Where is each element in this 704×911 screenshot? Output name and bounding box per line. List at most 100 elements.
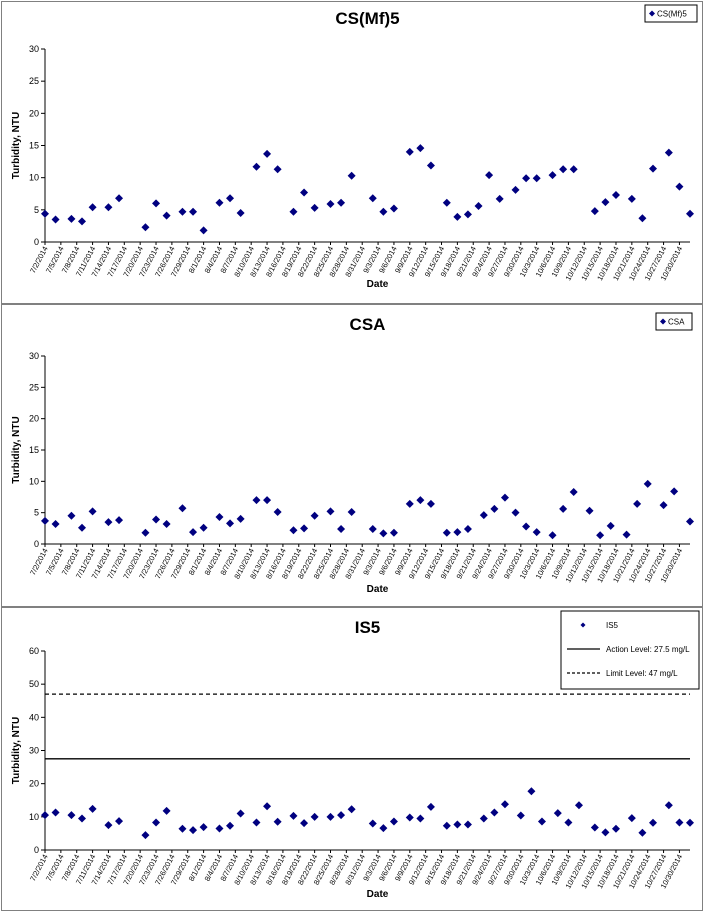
data-point (463, 210, 472, 219)
chart-2: CSA0510152025307/2/20147/5/20147/8/20147… (1, 304, 703, 607)
legend-marker (580, 622, 586, 628)
data-point (104, 821, 113, 830)
data-point (347, 508, 356, 517)
chart-frame (1, 1, 703, 304)
data-point (611, 824, 620, 833)
y-tick-label: 30 (29, 44, 39, 54)
y-tick-label: 15 (29, 141, 39, 151)
data-point (289, 207, 298, 216)
data-point (601, 828, 610, 837)
data-point (426, 161, 435, 170)
data-point (426, 802, 435, 811)
data-point (178, 824, 187, 833)
data-point (252, 818, 261, 827)
data-point (479, 814, 488, 823)
y-axis-label: Turbidity, NTU (11, 717, 22, 784)
y-tick-label: 5 (34, 508, 39, 518)
data-point (226, 519, 235, 528)
data-point (162, 806, 171, 815)
y-tick-label: 25 (29, 382, 39, 392)
data-point (670, 487, 679, 496)
data-point (659, 501, 668, 510)
legend-box (644, 4, 698, 23)
data-point (289, 811, 298, 820)
y-axis-label: Turbidity, NTU (11, 416, 22, 483)
legend-label: CSA (668, 318, 685, 327)
data-point (627, 814, 636, 823)
data-point (532, 174, 541, 183)
data-point (463, 524, 472, 533)
data-point (310, 511, 319, 520)
data-point (189, 826, 198, 835)
chart-title: IS5 (355, 618, 381, 637)
x-axis-label: Date (367, 889, 389, 900)
legend-marker (660, 318, 666, 325)
y-tick-label: 15 (29, 445, 39, 455)
data-point (78, 814, 87, 823)
data-point (590, 823, 599, 832)
data-point (104, 518, 113, 527)
data-point (199, 226, 208, 235)
chart-1: CS(Mf)50510152025307/2/20147/5/20147/8/2… (1, 1, 703, 304)
data-point (326, 507, 335, 516)
chart-frame (1, 304, 703, 607)
data-point (527, 787, 536, 796)
data-point (500, 800, 509, 809)
data-point (273, 817, 282, 826)
legend-box (655, 312, 693, 331)
data-point (633, 499, 642, 508)
data-point (252, 162, 261, 171)
data-point (199, 523, 208, 532)
data-point (189, 207, 198, 216)
data-point (442, 821, 451, 830)
y-tick-label: 10 (29, 476, 39, 486)
data-point (564, 818, 573, 827)
data-point (416, 496, 425, 505)
data-point (215, 198, 224, 207)
y-tick-label: 20 (29, 108, 39, 118)
data-point (442, 198, 451, 207)
data-point (300, 819, 309, 828)
data-point (479, 511, 488, 520)
data-point (590, 207, 599, 216)
data-point (199, 823, 208, 832)
data-point (51, 215, 60, 224)
data-point (601, 198, 610, 207)
data-point (273, 165, 282, 174)
data-point (51, 808, 60, 817)
data-point (236, 809, 245, 818)
data-point (569, 487, 578, 496)
chart-3: IS501020304050607/2/20147/5/20147/8/2014… (1, 607, 703, 911)
data-point (51, 519, 60, 528)
data-point (585, 506, 594, 515)
data-point (622, 530, 631, 539)
data-point (495, 194, 504, 203)
data-point (389, 817, 398, 826)
data-point (511, 508, 520, 517)
data-point (574, 801, 583, 810)
data-point (405, 147, 414, 156)
data-point (337, 524, 346, 533)
legend-label: CS(Mf)5 (657, 10, 687, 19)
data-point (416, 144, 425, 153)
data-point (664, 801, 673, 810)
data-point (41, 516, 49, 525)
data-point (78, 523, 87, 532)
data-point (252, 496, 261, 505)
data-point (178, 207, 187, 216)
data-point (215, 824, 224, 833)
data-point (326, 200, 335, 209)
data-point (236, 514, 245, 523)
data-point (88, 203, 97, 212)
data-point (516, 811, 525, 820)
data-point (559, 165, 568, 174)
data-point (189, 528, 198, 537)
data-point (664, 148, 673, 157)
data-point (379, 207, 388, 216)
data-point (389, 204, 398, 213)
data-point (453, 528, 462, 537)
data-point (463, 820, 472, 829)
data-point (337, 811, 346, 820)
data-point (141, 831, 150, 840)
data-point (596, 531, 605, 540)
